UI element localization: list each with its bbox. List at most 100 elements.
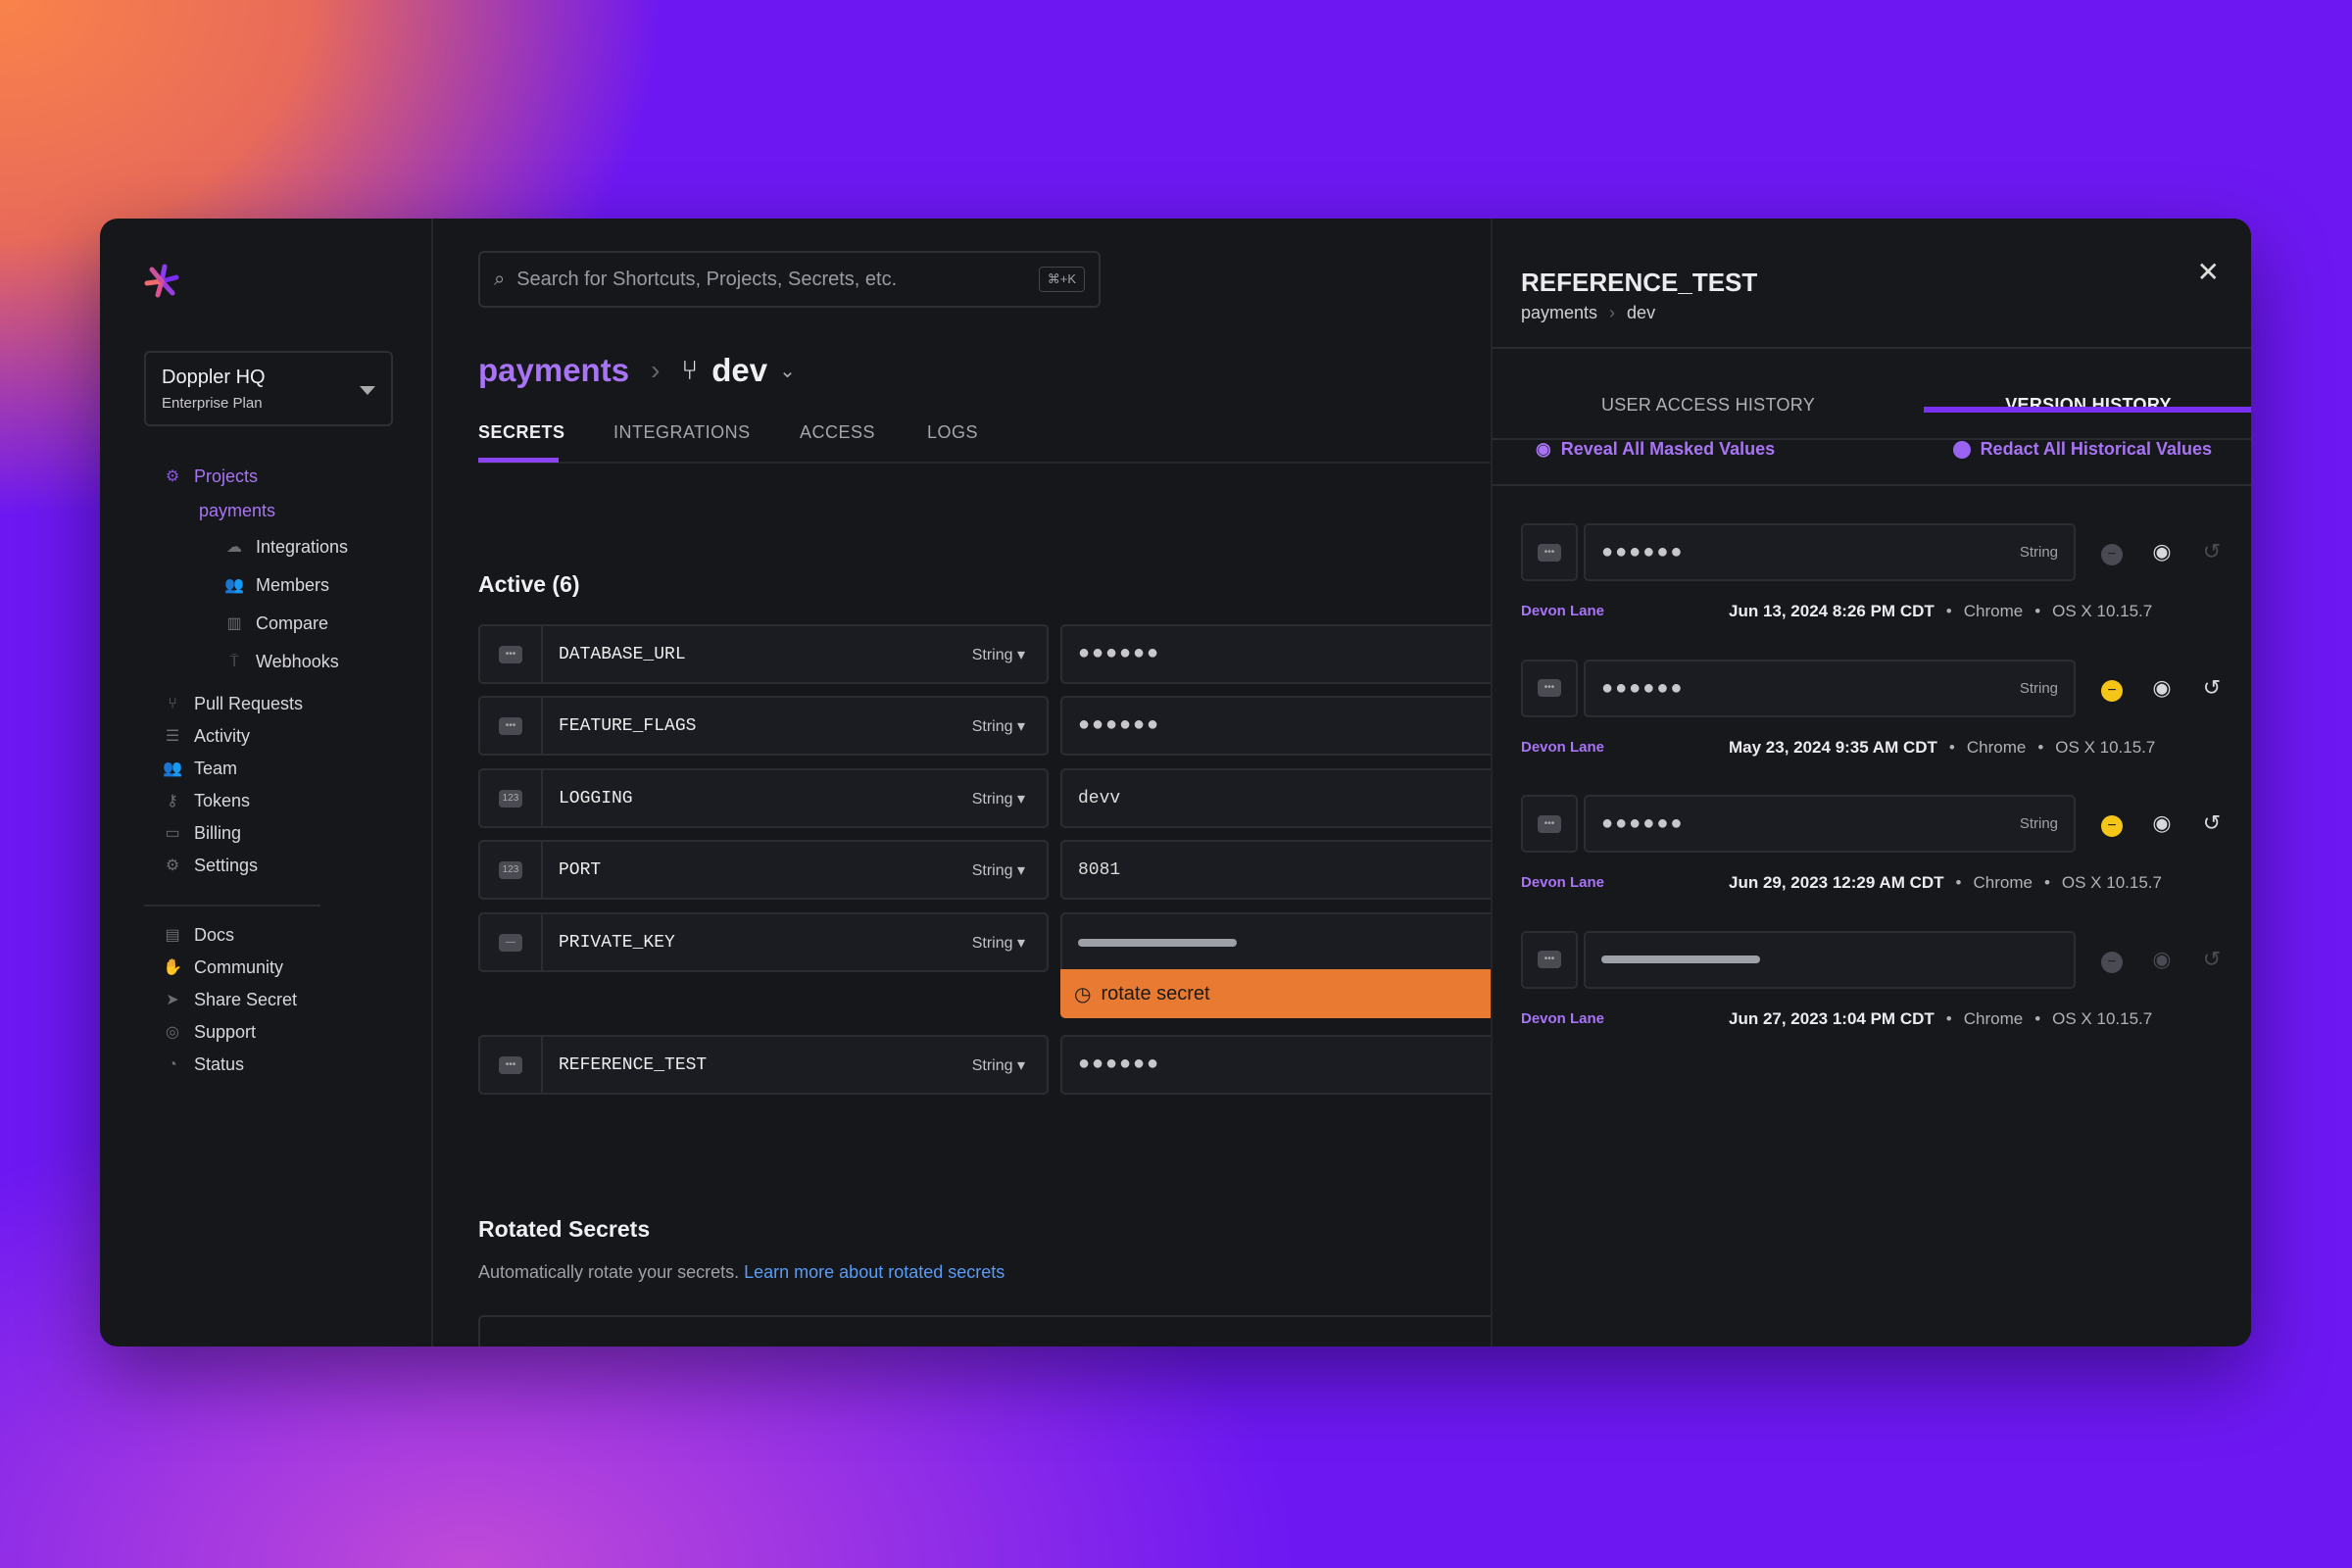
secret-name[interactable]: LOGGING bbox=[559, 788, 633, 808]
sidebar-item[interactable]: ⑂ Pull Requests bbox=[163, 694, 303, 714]
type-select[interactable]: String ▾ bbox=[971, 717, 1025, 735]
sidebar-item-projects[interactable]: ⚙ Projects bbox=[163, 466, 258, 487]
version-meta: Devon Lane Jun 27, 2023 1:04 PM CDT • Chrom… bbox=[1521, 1008, 2153, 1028]
rotated-secrets-box bbox=[478, 1315, 1595, 1347]
type-icon: ••• bbox=[1521, 523, 1578, 581]
panel-title: REFERENCE_TEST bbox=[1521, 268, 1758, 297]
tab-secrets[interactable]: SECRETS bbox=[478, 422, 565, 442]
secret-name[interactable]: REFERENCE_TEST bbox=[559, 1054, 708, 1075]
eye-icon[interactable]: ◉ bbox=[2152, 810, 2172, 835]
restore-history-icon[interactable]: ↺ bbox=[2202, 674, 2222, 700]
secret-value: ●●●●●● bbox=[1078, 643, 1161, 665]
version-user[interactable]: Devon Lane bbox=[1521, 738, 1605, 756]
sidebar-item[interactable]: 👥 Team bbox=[163, 759, 238, 778]
sidebar-item[interactable]: ☰ Activity bbox=[163, 726, 250, 747]
redact-icon[interactable]: − bbox=[2099, 947, 2125, 973]
version-user[interactable]: Devon Lane bbox=[1521, 603, 1605, 619]
secret-detail-panel: REFERENCE_TEST payments › dev ✕ USER ACCES… bbox=[1491, 219, 2251, 1347]
eye-icon[interactable]: ◉ bbox=[2152, 539, 2172, 564]
version-user[interactable]: Devon Lane bbox=[1521, 874, 1605, 891]
active-tab-indicator bbox=[478, 458, 559, 463]
tab-integrations[interactable]: INTEGRATIONS bbox=[613, 422, 751, 442]
sidebar-item[interactable]: ▭ Billing bbox=[163, 823, 241, 844]
secret-row[interactable]: — PRIVATE_KEY String ▾ bbox=[478, 912, 1049, 972]
divider bbox=[1493, 347, 2251, 349]
type-icon: 123 bbox=[480, 770, 543, 826]
secret-row[interactable]: 123 LOGGING String ▾ bbox=[478, 768, 1049, 828]
search-input[interactable]: ⌕ Search for Shortcuts, Projects, Secret… bbox=[478, 251, 1101, 308]
app-window: Doppler HQ Enterprise Plan ⚙ Projects pay… bbox=[100, 219, 2251, 1347]
secret-row[interactable]: 123 PORT String ▾ bbox=[478, 840, 1049, 900]
type-select[interactable]: String ▾ bbox=[971, 1056, 1025, 1074]
rotated-secrets-link[interactable]: Learn more about rotated secrets bbox=[744, 1262, 1005, 1282]
type-select[interactable]: String ▾ bbox=[971, 934, 1025, 952]
eye-icon[interactable]: ◉ bbox=[2152, 674, 2172, 700]
restore-history-icon[interactable]: ↺ bbox=[2202, 539, 2222, 564]
secret-name[interactable]: FEATURE_FLAGS bbox=[559, 715, 697, 736]
breadcrumb-project[interactable]: payments bbox=[478, 352, 630, 388]
sidebar-footer-item[interactable]: ✋ Community bbox=[163, 957, 284, 977]
sidebar-footer-item[interactable]: ▤ Docs bbox=[163, 925, 234, 946]
restore-history-icon[interactable]: ↺ bbox=[2202, 810, 2222, 835]
version-meta: Devon Lane May 23, 2024 9:35 AM CDT • Chrom… bbox=[1521, 737, 2156, 757]
secret-value: ●●●●●● bbox=[1078, 1054, 1161, 1076]
version-user[interactable]: Devon Lane bbox=[1521, 1009, 1605, 1027]
tab-user-access-history[interactable]: USER ACCESS HISTORY bbox=[1600, 394, 1816, 415]
type-select[interactable]: String ▾ bbox=[971, 861, 1025, 879]
redact-icon[interactable]: − bbox=[2099, 675, 2125, 702]
compare-icon: ▥ bbox=[226, 614, 242, 632]
secret-name[interactable]: PORT bbox=[559, 859, 602, 880]
sidebar-footer-item[interactable]: ➤ Share Secret bbox=[163, 990, 297, 1010]
tab-logs[interactable]: LOGS bbox=[927, 422, 979, 442]
send-icon: ➤ bbox=[166, 991, 179, 1008]
tab-access[interactable]: ACCESS bbox=[800, 422, 876, 442]
restore-history-icon[interactable]: ↺ bbox=[2202, 946, 2222, 971]
secret-row[interactable]: ••• REFERENCE_TEST String ▾ bbox=[478, 1035, 1049, 1095]
redact-all-button[interactable]: Redact All Historical Values bbox=[1952, 439, 2212, 460]
chevron-down-icon[interactable]: ⌄ bbox=[779, 360, 796, 382]
billing-icon: ▭ bbox=[165, 824, 180, 842]
support-icon: ◎ bbox=[166, 1023, 179, 1041]
secret-row[interactable]: ••• DATABASE_URL String ▾ bbox=[478, 624, 1049, 684]
redact-icon[interactable]: − bbox=[2099, 539, 2125, 565]
secret-row[interactable]: ••• FEATURE_FLAGS String ▾ bbox=[478, 696, 1049, 756]
reveal-all-button[interactable]: ◉ Reveal All Masked Values bbox=[1536, 439, 1776, 459]
secret-name[interactable]: DATABASE_URL bbox=[559, 644, 686, 664]
sidebar-sub-item[interactable]: ☁ Integrations bbox=[226, 537, 349, 557]
type-select[interactable]: String ▾ bbox=[971, 646, 1025, 663]
chevron-right-icon: › bbox=[1609, 303, 1616, 322]
type-select[interactable]: String ▾ bbox=[971, 790, 1025, 808]
key-icon: ⚷ bbox=[167, 792, 178, 809]
sidebar-footer-item[interactable]: ◎ Support bbox=[163, 1022, 256, 1043]
version-item: ••• ●●●●●● String − ◉ ↺ Devon Lane Jun 13,… bbox=[1521, 523, 2246, 641]
breadcrumb-config[interactable]: dev bbox=[711, 352, 768, 388]
org-switcher[interactable]: Doppler HQ Enterprise Plan bbox=[144, 351, 393, 426]
type-icon: ••• bbox=[480, 1037, 543, 1093]
sidebar-footer-item[interactable]: ◔ Status bbox=[163, 1054, 244, 1075]
tab-version-history[interactable]: VERSION HISTORY bbox=[2005, 394, 2172, 415]
divider bbox=[1493, 484, 2251, 486]
redacted-value bbox=[1078, 938, 1237, 947]
sidebar-sub-item[interactable]: 👥 Members bbox=[224, 575, 330, 595]
sidebar: Doppler HQ Enterprise Plan ⚙ Projects pay… bbox=[100, 219, 433, 1347]
main-content: ⌕ Search for Shortcuts, Projects, Secret… bbox=[433, 219, 1609, 1347]
version-meta: Devon Lane Jun 13, 2024 8:26 PM CDT • Chrom… bbox=[1521, 602, 2153, 620]
rotated-secrets-title: Rotated Secrets bbox=[478, 1216, 651, 1242]
doppler-logo[interactable] bbox=[143, 263, 180, 300]
close-icon[interactable]: ✕ bbox=[2196, 257, 2220, 287]
chevron-right-icon: › bbox=[651, 355, 661, 385]
version-item: ••• ●●●●●● String − ◉ ↺ Devon Lane Jun 29,… bbox=[1521, 795, 2246, 912]
community-icon: ✋ bbox=[163, 958, 182, 976]
sidebar-item-project-payments[interactable]: payments bbox=[199, 501, 276, 520]
sidebar-item[interactable]: ⚷ Tokens bbox=[163, 791, 250, 811]
sidebar-item[interactable]: ⚙ Settings bbox=[163, 856, 258, 876]
gear-icon: ⚙ bbox=[165, 857, 180, 874]
version-value: ●●●●●● String bbox=[1584, 659, 2076, 717]
eye-off-icon[interactable]: ◉ bbox=[2152, 946, 2172, 971]
secret-name[interactable]: PRIVATE_KEY bbox=[559, 932, 675, 953]
tabs-divider bbox=[478, 462, 1595, 464]
active-heading: Active (6) bbox=[478, 571, 580, 597]
sidebar-sub-item[interactable]: ▥ Compare bbox=[224, 613, 328, 634]
sidebar-sub-item[interactable]: ⍑ Webhooks bbox=[224, 652, 339, 672]
redact-icon[interactable]: − bbox=[2099, 810, 2125, 837]
